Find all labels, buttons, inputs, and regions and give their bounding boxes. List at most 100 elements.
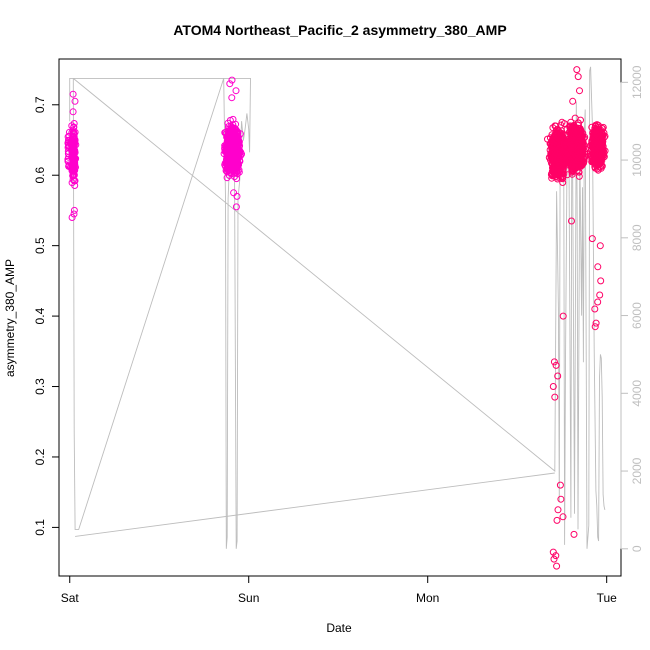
data-point: [596, 291, 604, 299]
data-point: [556, 144, 564, 152]
y-tick-label-right: 4000: [630, 380, 644, 407]
x-axis: Sat Sun Mon Tue: [61, 575, 618, 605]
data-point: [228, 155, 235, 163]
data-point: [575, 137, 583, 145]
data-point: [559, 179, 567, 186]
x-tick-label: Tue: [597, 591, 618, 605]
y-tick-label-left: 0.1: [33, 519, 47, 536]
data-point: [223, 146, 231, 154]
data-point: [225, 144, 233, 152]
data-point: [554, 372, 562, 380]
data-point: [557, 495, 565, 503]
data-point: [570, 132, 578, 140]
data-point: [555, 162, 563, 170]
data-point: [69, 108, 77, 116]
point-cluster-3: [544, 118, 572, 570]
data-point: [594, 298, 602, 306]
data-point: [233, 132, 241, 140]
data-point: [569, 97, 577, 105]
data-point: [575, 172, 583, 180]
data-point: [228, 76, 236, 84]
data-point: [595, 140, 602, 148]
data-point: [556, 481, 564, 489]
x-tick-label: Sat: [61, 591, 80, 605]
data-point: [65, 128, 73, 136]
point-cluster-0: [67, 90, 80, 221]
data-point: [576, 125, 584, 133]
data-point: [570, 530, 578, 538]
data-point: [577, 144, 585, 152]
data-point: [68, 122, 76, 130]
y-tick-label-left: 0.3: [33, 378, 47, 395]
data-point: [597, 277, 605, 285]
data-point: [232, 145, 240, 153]
data-point: [553, 562, 561, 570]
data-point: [592, 135, 600, 143]
data-point: [71, 97, 79, 105]
data-point: [569, 147, 577, 155]
y-tick-label-right: 12000: [630, 65, 644, 99]
data-point: [550, 555, 558, 563]
data-point: [560, 170, 568, 178]
data-point: [551, 122, 559, 130]
data-point: [594, 263, 602, 271]
data-point: [231, 128, 239, 136]
data-point: [570, 129, 578, 137]
data-point: [65, 132, 73, 140]
data-point: [567, 163, 575, 171]
point-cluster-2: [220, 76, 245, 211]
data-point: [65, 143, 73, 150]
data-point: [232, 203, 240, 211]
data-point: [552, 552, 560, 560]
y-axis-left: 0.1 0.2 0.3 0.4 0.5 0.6 0.7: [33, 96, 60, 536]
y-tick-label-left: 0.7: [33, 96, 47, 113]
data-point: [549, 124, 557, 132]
data-point: [232, 87, 240, 95]
data-point: [593, 142, 601, 149]
data-point: [564, 148, 572, 156]
data-point: [591, 323, 599, 331]
y-axis-right: 0 2000 4000 6000 8000 10000 12000: [620, 65, 644, 552]
data-point: [568, 217, 575, 225]
data-point: [70, 206, 78, 214]
data-point: [596, 242, 604, 250]
data-point: [595, 154, 603, 162]
data-point: [229, 151, 236, 159]
chart-title: ATOM4 Northeast_Pacific_2 asymmetry_380_…: [173, 22, 506, 38]
data-point: [231, 140, 239, 148]
y-tick-label-left: 0.2: [33, 448, 47, 465]
data-point: [590, 156, 598, 163]
data-point: [225, 168, 233, 176]
data-point: [224, 137, 232, 145]
data-point: [591, 151, 599, 158]
point-cluster-4: [563, 66, 589, 538]
y-tick-label-left: 0.4: [33, 307, 47, 324]
data-point: [551, 393, 559, 401]
data-point: [577, 129, 585, 137]
data-point: [576, 87, 583, 95]
y-tick-label-right: 2000: [630, 457, 644, 484]
data-point: [228, 94, 236, 102]
data-point: [572, 153, 580, 160]
data-point: [64, 157, 72, 165]
point-cluster-5: [587, 121, 609, 331]
data-point: [70, 210, 78, 218]
data-point: [552, 172, 560, 180]
data-point: [549, 383, 557, 390]
point-cluster-1: [64, 128, 73, 170]
data-point: [65, 162, 73, 170]
data-point: [71, 177, 79, 185]
data-point: [572, 156, 580, 164]
x-tick-label: Sun: [238, 591, 259, 605]
data-point: [229, 167, 237, 175]
data-point: [577, 116, 584, 124]
data-point: [234, 164, 241, 172]
data-point: [233, 192, 241, 200]
data-point: [64, 147, 72, 155]
data-point: [549, 146, 557, 154]
data-point: [555, 158, 563, 166]
point-layer: [64, 66, 609, 570]
data-point: [548, 137, 556, 145]
